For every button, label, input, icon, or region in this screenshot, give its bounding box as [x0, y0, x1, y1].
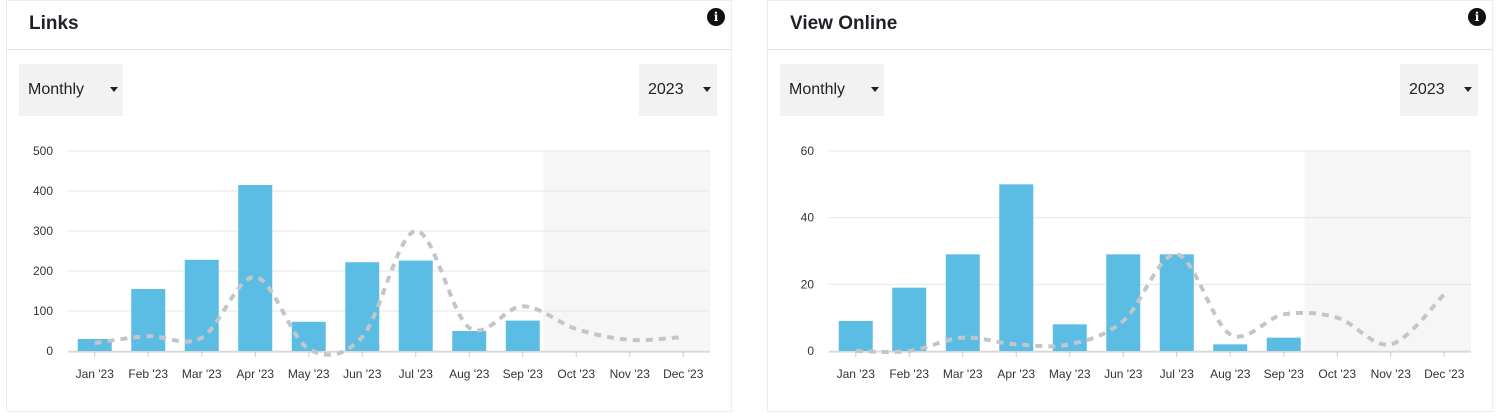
- bar: [945, 254, 980, 351]
- period-select-value: Monthly: [789, 81, 846, 98]
- x-tick-label: Mar '23: [943, 367, 983, 381]
- future-period-shade: [543, 151, 710, 351]
- x-tick-label: Apr '23: [236, 367, 274, 381]
- info-icon[interactable]: i: [1468, 8, 1486, 26]
- x-tick-label: Jul '23: [399, 367, 434, 381]
- x-tick-label: Apr '23: [997, 367, 1035, 381]
- x-tick-label: Feb '23: [128, 367, 168, 381]
- x-tick-label: Nov '23: [1371, 367, 1412, 381]
- year-select-value: 2023: [1409, 81, 1445, 98]
- x-tick-label: Dec '23: [663, 367, 704, 381]
- bar: [999, 184, 1034, 351]
- x-tick-label: Aug '23: [1210, 367, 1251, 381]
- y-tick-label: 20: [801, 277, 815, 291]
- year-select-value: 2023: [648, 81, 684, 98]
- x-tick-label: Nov '23: [610, 367, 651, 381]
- bar: [1106, 254, 1141, 351]
- x-tick-label: May '23: [1049, 367, 1091, 381]
- x-tick-label: Jun '23: [1104, 367, 1143, 381]
- links-card: Links i Monthly 2023 0 100 200 300 400 500 Jan…: [6, 0, 732, 412]
- x-tick-label: Aug '23: [449, 367, 490, 381]
- x-tick-label: Jan '23: [837, 367, 876, 381]
- bar: [505, 320, 540, 351]
- trend-line: [94, 229, 684, 357]
- bar: [77, 339, 112, 351]
- x-tick-label: Oct '23: [557, 367, 595, 381]
- bar: [452, 331, 487, 351]
- y-tick-label: 500: [33, 144, 53, 158]
- x-tick-label: Sep '23: [503, 367, 544, 381]
- period-select[interactable]: Monthly: [19, 64, 123, 116]
- bar: [398, 260, 433, 351]
- bar: [892, 287, 927, 351]
- year-select[interactable]: 2023: [1400, 64, 1478, 116]
- view-online-card: View Online i Monthly 2023 0 20 40 60 Jan '2…: [767, 0, 1493, 412]
- bar: [238, 185, 273, 351]
- view-online-chart: 0 20 40 60 Jan '23 Feb '23 Mar '23 Apr '23 May '…: [801, 144, 1471, 381]
- y-tick-label: 0: [807, 344, 814, 358]
- trend-line: [855, 252, 1446, 354]
- bar: [1266, 337, 1301, 351]
- caret-down-icon: [703, 87, 711, 92]
- x-tick-label: Jun '23: [343, 367, 382, 381]
- future-period-shade: [1304, 151, 1471, 351]
- x-tick-label: May '23: [288, 367, 330, 381]
- x-tick-label: Mar '23: [182, 367, 222, 381]
- x-tick-label: Oct '23: [1318, 367, 1356, 381]
- card-header: View Online i: [768, 1, 1492, 50]
- x-tick-label: Jan '23: [76, 367, 115, 381]
- links-chart: 0 100 200 300 400 500 Jan '23 Feb '23 Mar '23 Apr…: [33, 144, 710, 381]
- bar: [1052, 324, 1087, 351]
- y-tick-label: 400: [33, 184, 53, 198]
- x-tick-label: Feb '23: [889, 367, 929, 381]
- info-icon[interactable]: i: [707, 8, 725, 26]
- y-tick-label: 100: [33, 304, 53, 318]
- caret-down-icon: [1464, 87, 1472, 92]
- x-tick-label: Jul '23: [1160, 367, 1195, 381]
- y-tick-label: 300: [33, 224, 53, 238]
- card-title: View Online: [790, 13, 898, 34]
- bar: [1159, 254, 1194, 351]
- period-select[interactable]: Monthly: [780, 64, 884, 116]
- y-tick-label: 200: [33, 264, 53, 278]
- card-header: Links i: [7, 1, 731, 50]
- x-tick-label: Dec '23: [1424, 367, 1465, 381]
- bar: [838, 321, 873, 351]
- y-tick-label: 60: [801, 144, 815, 158]
- x-tick-label: Sep '23: [1264, 367, 1305, 381]
- caret-down-icon: [110, 87, 118, 92]
- y-tick-label: 40: [801, 211, 815, 225]
- period-select-value: Monthly: [28, 81, 85, 98]
- caret-down-icon: [871, 87, 879, 92]
- year-select[interactable]: 2023: [639, 64, 717, 116]
- y-tick-label: 0: [46, 344, 53, 358]
- bar: [1213, 344, 1248, 351]
- bar: [131, 289, 166, 351]
- card-title: Links: [29, 13, 79, 34]
